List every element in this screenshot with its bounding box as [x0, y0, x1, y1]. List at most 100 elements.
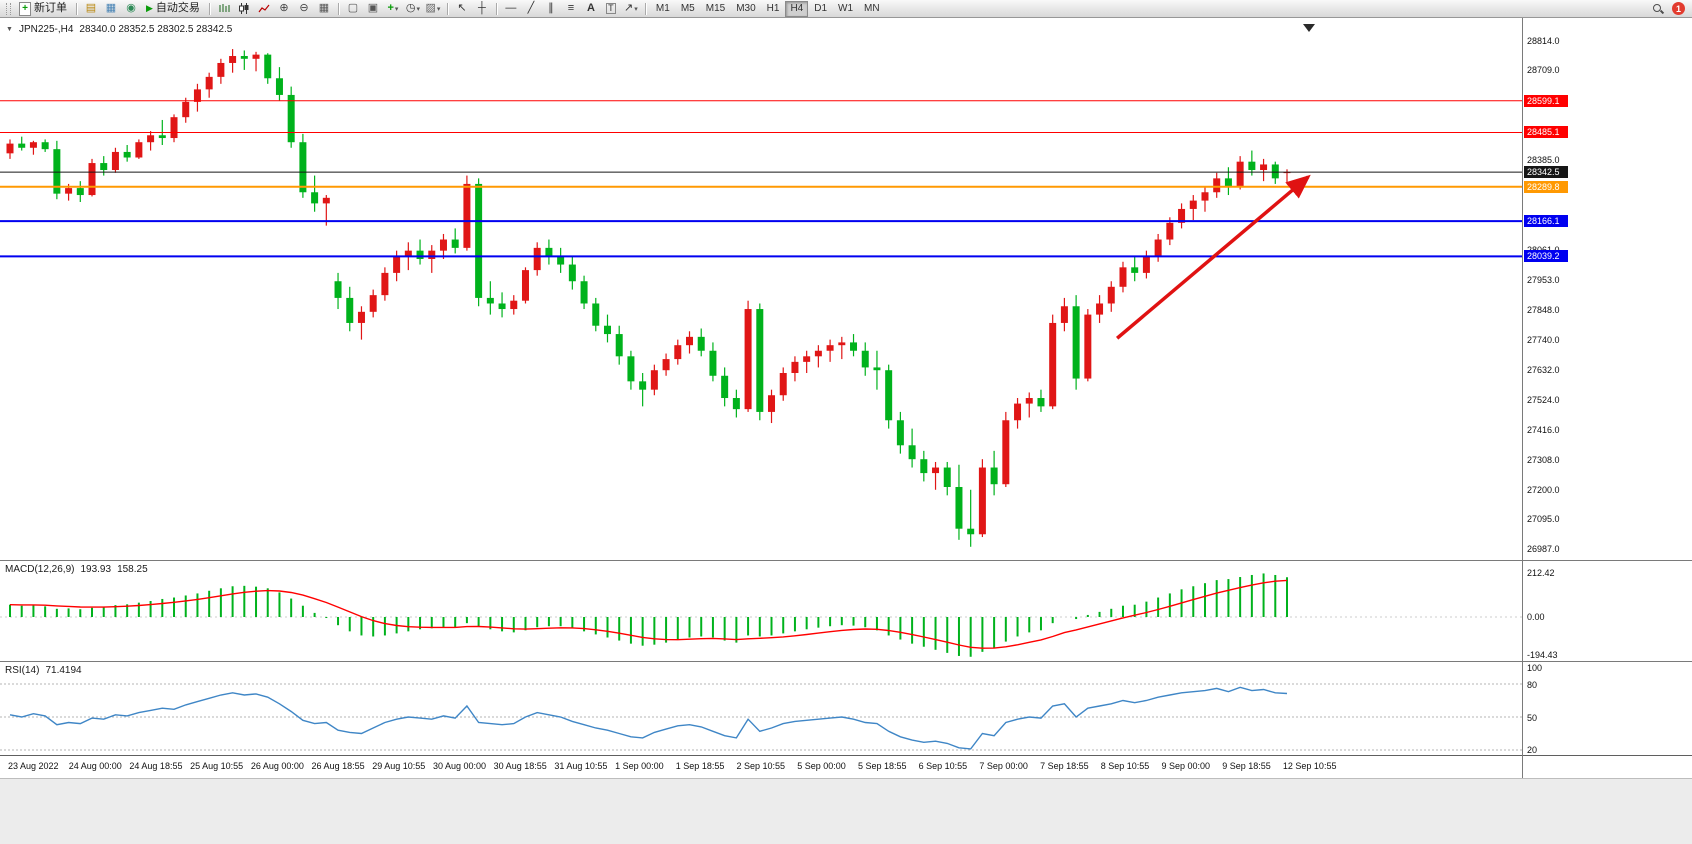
- macd-main-value: 193.93: [80, 564, 112, 575]
- crosshair-button[interactable]: ┼: [473, 1, 491, 16]
- toolbar-grip[interactable]: [6, 2, 11, 15]
- time-axis-label: 25 Aug 10:55: [190, 761, 244, 771]
- cursor-icon: ↖: [457, 2, 467, 14]
- time-axis-label: 9 Sep 18:55: [1222, 761, 1271, 771]
- trend-arrow[interactable]: [1115, 174, 1311, 340]
- periods-clock-icon: ◷: [405, 2, 416, 14]
- time-axis-label: 26 Aug 18:55: [311, 761, 365, 771]
- arrows-button[interactable]: ↗ ▾: [622, 1, 640, 16]
- arrange-windows-icon: ▣: [367, 2, 379, 14]
- docked-panel-area: [0, 778, 1692, 844]
- macd-axis[interactable]: 212.42 0.00 -194.43: [1523, 561, 1692, 661]
- crosshair-icon: ┼: [478, 2, 486, 14]
- time-axis-label: 12 Sep 10:55: [1282, 761, 1337, 771]
- search-icon: [1652, 3, 1664, 15]
- rsi-value: 71.4194: [45, 665, 82, 676]
- line-chart-button[interactable]: [255, 1, 273, 16]
- navigator-icon: ◉: [126, 2, 136, 14]
- search-button[interactable]: [1649, 1, 1667, 16]
- arrow-object-icon: ↗: [624, 2, 634, 14]
- time-axis-label: 30 Aug 18:55: [493, 761, 547, 771]
- price-tick-label: 27632.0: [1527, 364, 1560, 375]
- fibonacci-button[interactable]: ≡: [562, 1, 580, 16]
- time-axis-label: 8 Sep 10:55: [1100, 761, 1150, 771]
- price-scale-border: [1522, 18, 1523, 778]
- cursor-button[interactable]: ↖: [453, 1, 471, 16]
- timeframe-h1[interactable]: H1: [766, 2, 780, 14]
- timeframe-m1[interactable]: M1: [655, 2, 670, 14]
- horizontal-line-icon: —: [505, 2, 517, 14]
- horizontal-line-button[interactable]: —: [502, 1, 520, 16]
- candles-series: [6, 49, 1291, 547]
- price-tick-label: 27953.0: [1527, 275, 1560, 286]
- chart-title: ▼ JPN225-,H4 28340.0 28352.5 28302.5 283…: [6, 24, 232, 35]
- bar-chart-button[interactable]: [215, 1, 233, 16]
- cascade-windows-button[interactable]: ▢: [344, 1, 362, 16]
- macd-label: MACD(12,26,9) 193.93 158.25: [5, 564, 148, 575]
- candlestick-chart-button[interactable]: [235, 1, 253, 16]
- price-tick-label: 27200.0: [1527, 484, 1560, 495]
- time-axis-label: 23 Aug 2022: [8, 761, 59, 771]
- price-axis[interactable]: 28814.0 28709.0 28385.0 28061.0 27953.0 27848…: [1523, 18, 1692, 560]
- price-level-badge: 28485.1: [1524, 126, 1568, 139]
- line-chart-icon: [258, 4, 270, 13]
- trendline-button[interactable]: ╱: [522, 1, 540, 16]
- periods-button[interactable]: ◷ ▾: [404, 1, 422, 16]
- market-watch-button[interactable]: ▦: [102, 1, 120, 16]
- symbol-period-label: JPN225-,H4: [18, 24, 74, 35]
- one-click-trading-toggle[interactable]: ▼: [6, 26, 13, 33]
- text-label-button[interactable]: T: [602, 1, 620, 16]
- time-axis-label: 6 Sep 10:55: [918, 761, 968, 771]
- price-tick-label: 27095.0: [1527, 513, 1560, 524]
- channel-button[interactable]: ∥: [542, 1, 560, 16]
- text-tool-button[interactable]: A: [582, 1, 600, 16]
- charts-profile-button[interactable]: ▤: [82, 1, 100, 16]
- equidistant-channel-icon: ∥: [548, 2, 554, 14]
- macd-canvas: [0, 573, 1522, 657]
- timeframe-h4[interactable]: H4: [785, 0, 809, 17]
- new-order-icon: +: [19, 1, 31, 16]
- templates-button[interactable]: ▨ ▾: [424, 1, 442, 16]
- text-label-icon: T: [606, 3, 616, 14]
- templates-icon: ▨: [425, 2, 436, 14]
- time-axis-label: 2 Sep 10:55: [736, 761, 786, 771]
- price-level-badge: 28289.8: [1524, 180, 1568, 193]
- time-axis-label: 24 Aug 18:55: [129, 761, 183, 771]
- rsi-scale-label: 100: [1527, 663, 1543, 673]
- arrange-windows-button[interactable]: ▣: [364, 1, 382, 16]
- chevron-down-icon: ▾: [634, 5, 638, 13]
- autotrading-button[interactable]: ▶ 自动交易: [142, 1, 204, 16]
- tile-windows-button[interactable]: ▦: [315, 1, 333, 16]
- macd-histogram: [9, 573, 1288, 657]
- timeframe-w1[interactable]: W1: [838, 2, 854, 14]
- charts-profile-icon: ▤: [85, 2, 97, 14]
- zoom-out-button[interactable]: ⊖: [295, 1, 313, 16]
- rsi-line: [9, 686, 1288, 750]
- timeframe-m5[interactable]: M5: [680, 2, 695, 14]
- timeframe-mn[interactable]: MN: [864, 2, 880, 14]
- time-axis-label: 5 Sep 18:55: [857, 761, 907, 771]
- rsi-scale-label: 50: [1527, 713, 1538, 723]
- time-axis[interactable]: 23 Aug 2022 24 Aug 00:00 24 Aug 18:55 25 Au…: [0, 756, 1692, 778]
- navigator-button[interactable]: ◉: [122, 1, 140, 16]
- price-level-badge: 28342.5: [1524, 166, 1568, 179]
- rsi-canvas: [0, 683, 1522, 751]
- zoom-in-button[interactable]: ⊕: [275, 1, 293, 16]
- timeframe-d1[interactable]: D1: [814, 2, 828, 14]
- rsi-label: RSI(14) 71.4194: [5, 665, 82, 676]
- chart-shift-marker[interactable]: [1303, 24, 1315, 32]
- indicators-add-icon: +: [387, 2, 394, 14]
- panel-splitter[interactable]: [0, 560, 1692, 561]
- indicators-button[interactable]: + ▾: [384, 1, 402, 16]
- notification-badge[interactable]: 1: [1672, 2, 1685, 15]
- time-axis-label: 7 Sep 00:00: [979, 761, 1028, 771]
- rsi-scale-label: 80: [1527, 680, 1538, 690]
- timeframe-m30[interactable]: M30: [736, 2, 756, 14]
- panel-splitter[interactable]: [0, 661, 1692, 662]
- time-axis-label: 5 Sep 00:00: [797, 761, 846, 771]
- macd-name: MACD(12,26,9): [5, 564, 75, 575]
- bar-chart-icon: [219, 4, 230, 12]
- new-order-button[interactable]: + 新订单: [15, 1, 71, 16]
- timeframe-m15[interactable]: M15: [705, 2, 726, 14]
- rsi-axis[interactable]: 100 80 50 20: [1523, 662, 1692, 755]
